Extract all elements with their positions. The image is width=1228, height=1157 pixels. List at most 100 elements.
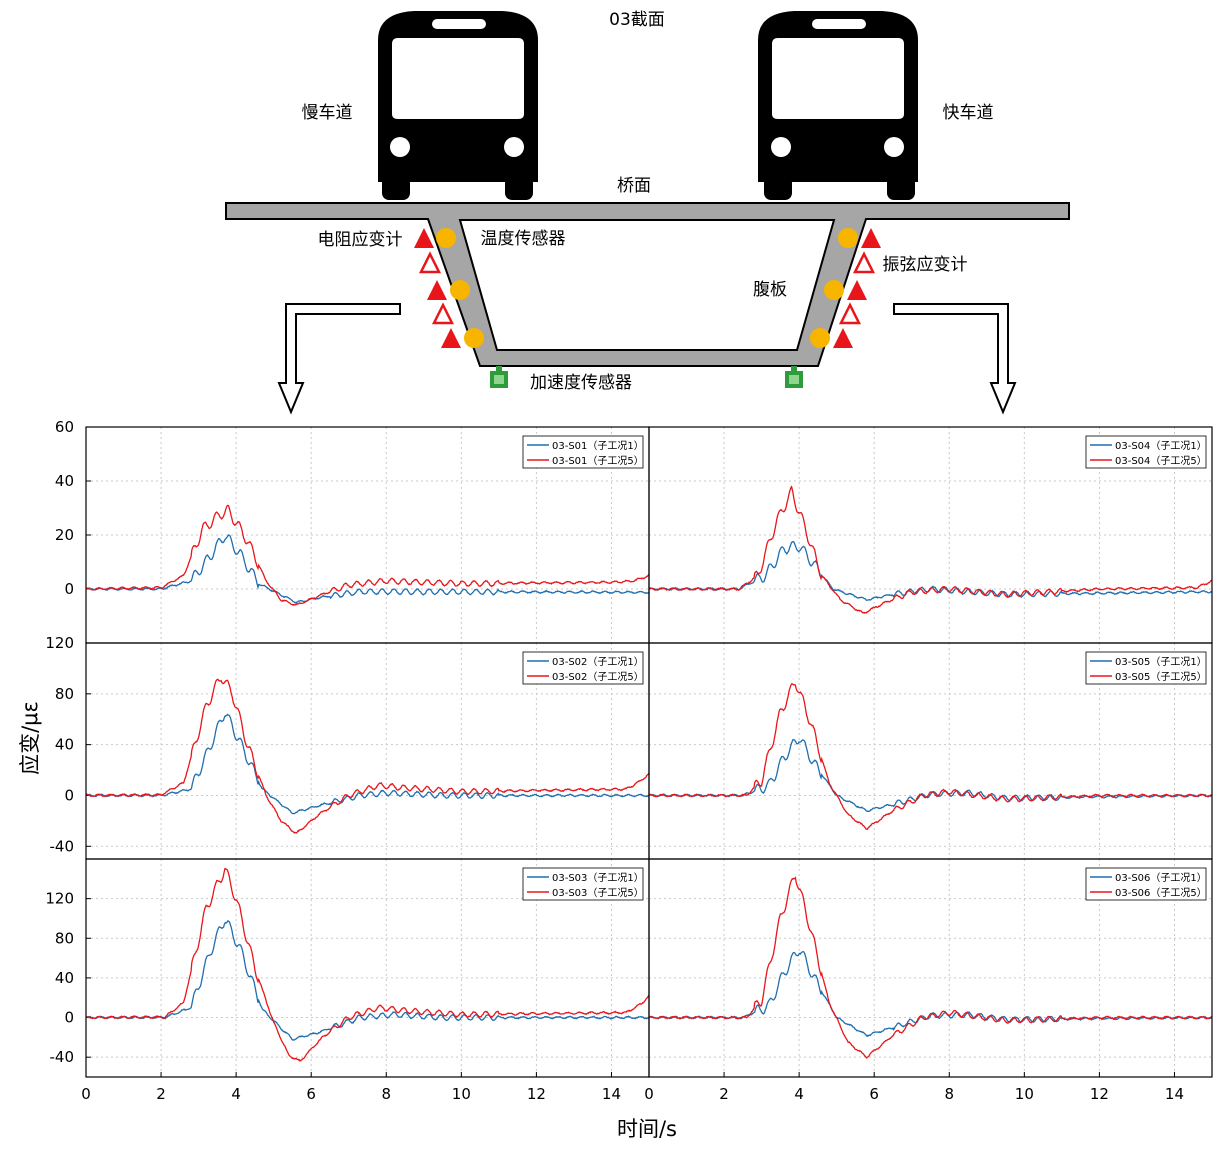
temperature-sensor-icon [436, 228, 456, 248]
series-line [649, 541, 1212, 602]
resistance-gauge-icon [427, 280, 447, 300]
vibrating-wire-gauge-icon [418, 251, 442, 274]
legend-box [522, 651, 644, 685]
accelerometer-icon [785, 366, 803, 388]
vibrating-wire-gauge-icon [852, 251, 876, 274]
slow-lane-label: 慢车道 [302, 102, 353, 123]
bridge-diagram: 03截面 慢车道 快车道 桥面 电阻应变计 温度传感器 腹板 [225, 10, 1070, 415]
legend: 03-S01（子工况1） 03-S01（子工况5） [522, 435, 644, 469]
series-line [86, 867, 649, 1062]
y-tick-label: 40 [55, 969, 74, 987]
x-tick-label: 2 [719, 1085, 729, 1103]
y-tick-label: 0 [64, 580, 74, 598]
series-line [86, 919, 649, 1041]
x-tick-label: 4 [231, 1085, 241, 1103]
legend-box [1085, 867, 1207, 901]
series-line [649, 683, 1212, 831]
legend-box [1085, 651, 1207, 685]
series-line [649, 485, 1212, 615]
y-tick-label: -40 [50, 1048, 75, 1066]
box-girder-section [225, 202, 1070, 367]
strain-charts: 020406003-S01（子工况1）03-S01（子工况5）03-S04（子工… [45, 418, 1213, 1103]
legend-label: 03-S02（子工况1） [552, 656, 644, 668]
x-tick-label: 8 [381, 1085, 391, 1103]
bus-left-icon [378, 11, 538, 200]
legend: 03-S05（子工况1） 03-S05（子工况5） [1085, 651, 1207, 685]
series-line [86, 713, 649, 815]
legend-label: 03-S03（子工况5） [552, 887, 644, 899]
series-line [86, 534, 649, 605]
vibrating-wire-gauge-icon [838, 302, 862, 325]
legend-label: 03-S01（子工况1） [552, 440, 644, 452]
vibrating-wire-gauge-label: 振弦应变计 [883, 255, 968, 275]
y-tick-label: 120 [45, 890, 74, 908]
x-tick-label: 0 [644, 1085, 654, 1103]
x-tick-label: 10 [452, 1085, 471, 1103]
y-tick-label: 20 [55, 526, 74, 544]
legend-label: 03-S03（子工况1） [552, 872, 644, 884]
temperature-sensor-icon [824, 280, 844, 300]
legend-label: 03-S05（子工况5） [1115, 671, 1207, 683]
sensor-markers-right [810, 228, 881, 348]
y-tick-label: 0 [64, 1009, 74, 1027]
resistance-gauge-icon [414, 228, 434, 248]
y-axis-title: 应变/με [18, 701, 42, 775]
legend-box [1085, 435, 1207, 469]
accelerometer-icon [490, 366, 508, 388]
chart-panel: 0 20 40 60 03-S01（子工况1） 03-S01（子工况5） [55, 418, 650, 644]
x-tick-label: 2 [156, 1085, 166, 1103]
x-tick-label: 14 [602, 1085, 621, 1103]
deck-label: 桥面 [617, 176, 651, 196]
y-tick-label: 60 [55, 418, 74, 436]
series-line [649, 950, 1212, 1038]
temperature-sensor-icon [450, 280, 470, 300]
temperature-sensor-icon [464, 328, 484, 348]
sensor-markers-left [414, 228, 484, 348]
x-tick-label: 6 [306, 1085, 316, 1103]
series-line [86, 504, 649, 607]
x-tick-label: 8 [944, 1085, 954, 1103]
legend: 03-S06（子工况1） 03-S06（子工况5） [1085, 867, 1207, 901]
resistance-gauge-icon [847, 280, 867, 300]
x-tick-label: 14 [1165, 1085, 1184, 1103]
legend-label: 03-S04（子工况5） [1115, 455, 1207, 467]
chart-panel: -40 0 40 80 120 03-S02（子工况1） 03-S02（子工况5） [45, 634, 650, 860]
bus-right-icon [758, 11, 918, 200]
legend-label: 03-S06（子工况5） [1115, 887, 1207, 899]
x-tick-label: 12 [527, 1085, 546, 1103]
series-line [649, 738, 1212, 812]
chart-panel: 03-S05（子工况1） 03-S05（子工况5） [648, 642, 1213, 860]
x-tick-label: 6 [869, 1085, 879, 1103]
arrow-down-left-icon [277, 303, 401, 415]
y-tick-label: 0 [64, 786, 74, 804]
legend-label: 03-S01（子工况5） [552, 455, 644, 467]
y-tick-label: 40 [55, 472, 74, 490]
y-tick-label: 120 [45, 634, 74, 652]
y-tick-label: -40 [50, 837, 75, 855]
y-tick-label: 40 [55, 736, 74, 754]
vibrating-wire-gauge-icon [431, 302, 455, 325]
legend-box [522, 435, 644, 469]
x-tick-label: 0 [81, 1085, 91, 1103]
resistance-gauge-label: 电阻应变计 [318, 230, 403, 250]
legend: 03-S02（子工况1） 03-S02（子工况5） [522, 651, 644, 685]
chart-panel: 0 2 4 6 8 10 12 14 03-S06（子工况1） 03-S06（子工况5） [644, 858, 1213, 1103]
legend-label: 03-S06（子工况1） [1115, 872, 1207, 884]
web-label: 腹板 [753, 280, 787, 300]
temperature-sensor-icon [838, 228, 858, 248]
legend-label: 03-S05（子工况1） [1115, 656, 1207, 668]
legend: 03-S04（子工况1） 03-S04（子工况5） [1085, 435, 1207, 469]
resistance-gauge-icon [861, 228, 881, 248]
legend-label: 03-S02（子工况5） [552, 671, 644, 683]
fast-lane-label: 快车道 [943, 103, 994, 123]
series-line [649, 876, 1212, 1059]
temperature-sensor-label: 温度传感器 [481, 229, 566, 249]
resistance-gauge-icon [441, 328, 461, 348]
legend-box [522, 867, 644, 901]
section-title: 03截面 [609, 10, 665, 30]
legend: 03-S03（子工况1） 03-S03（子工况5） [522, 867, 644, 901]
y-tick-label: 80 [55, 929, 74, 947]
x-tick-label: 10 [1015, 1085, 1034, 1103]
x-tick-label: 12 [1090, 1085, 1109, 1103]
